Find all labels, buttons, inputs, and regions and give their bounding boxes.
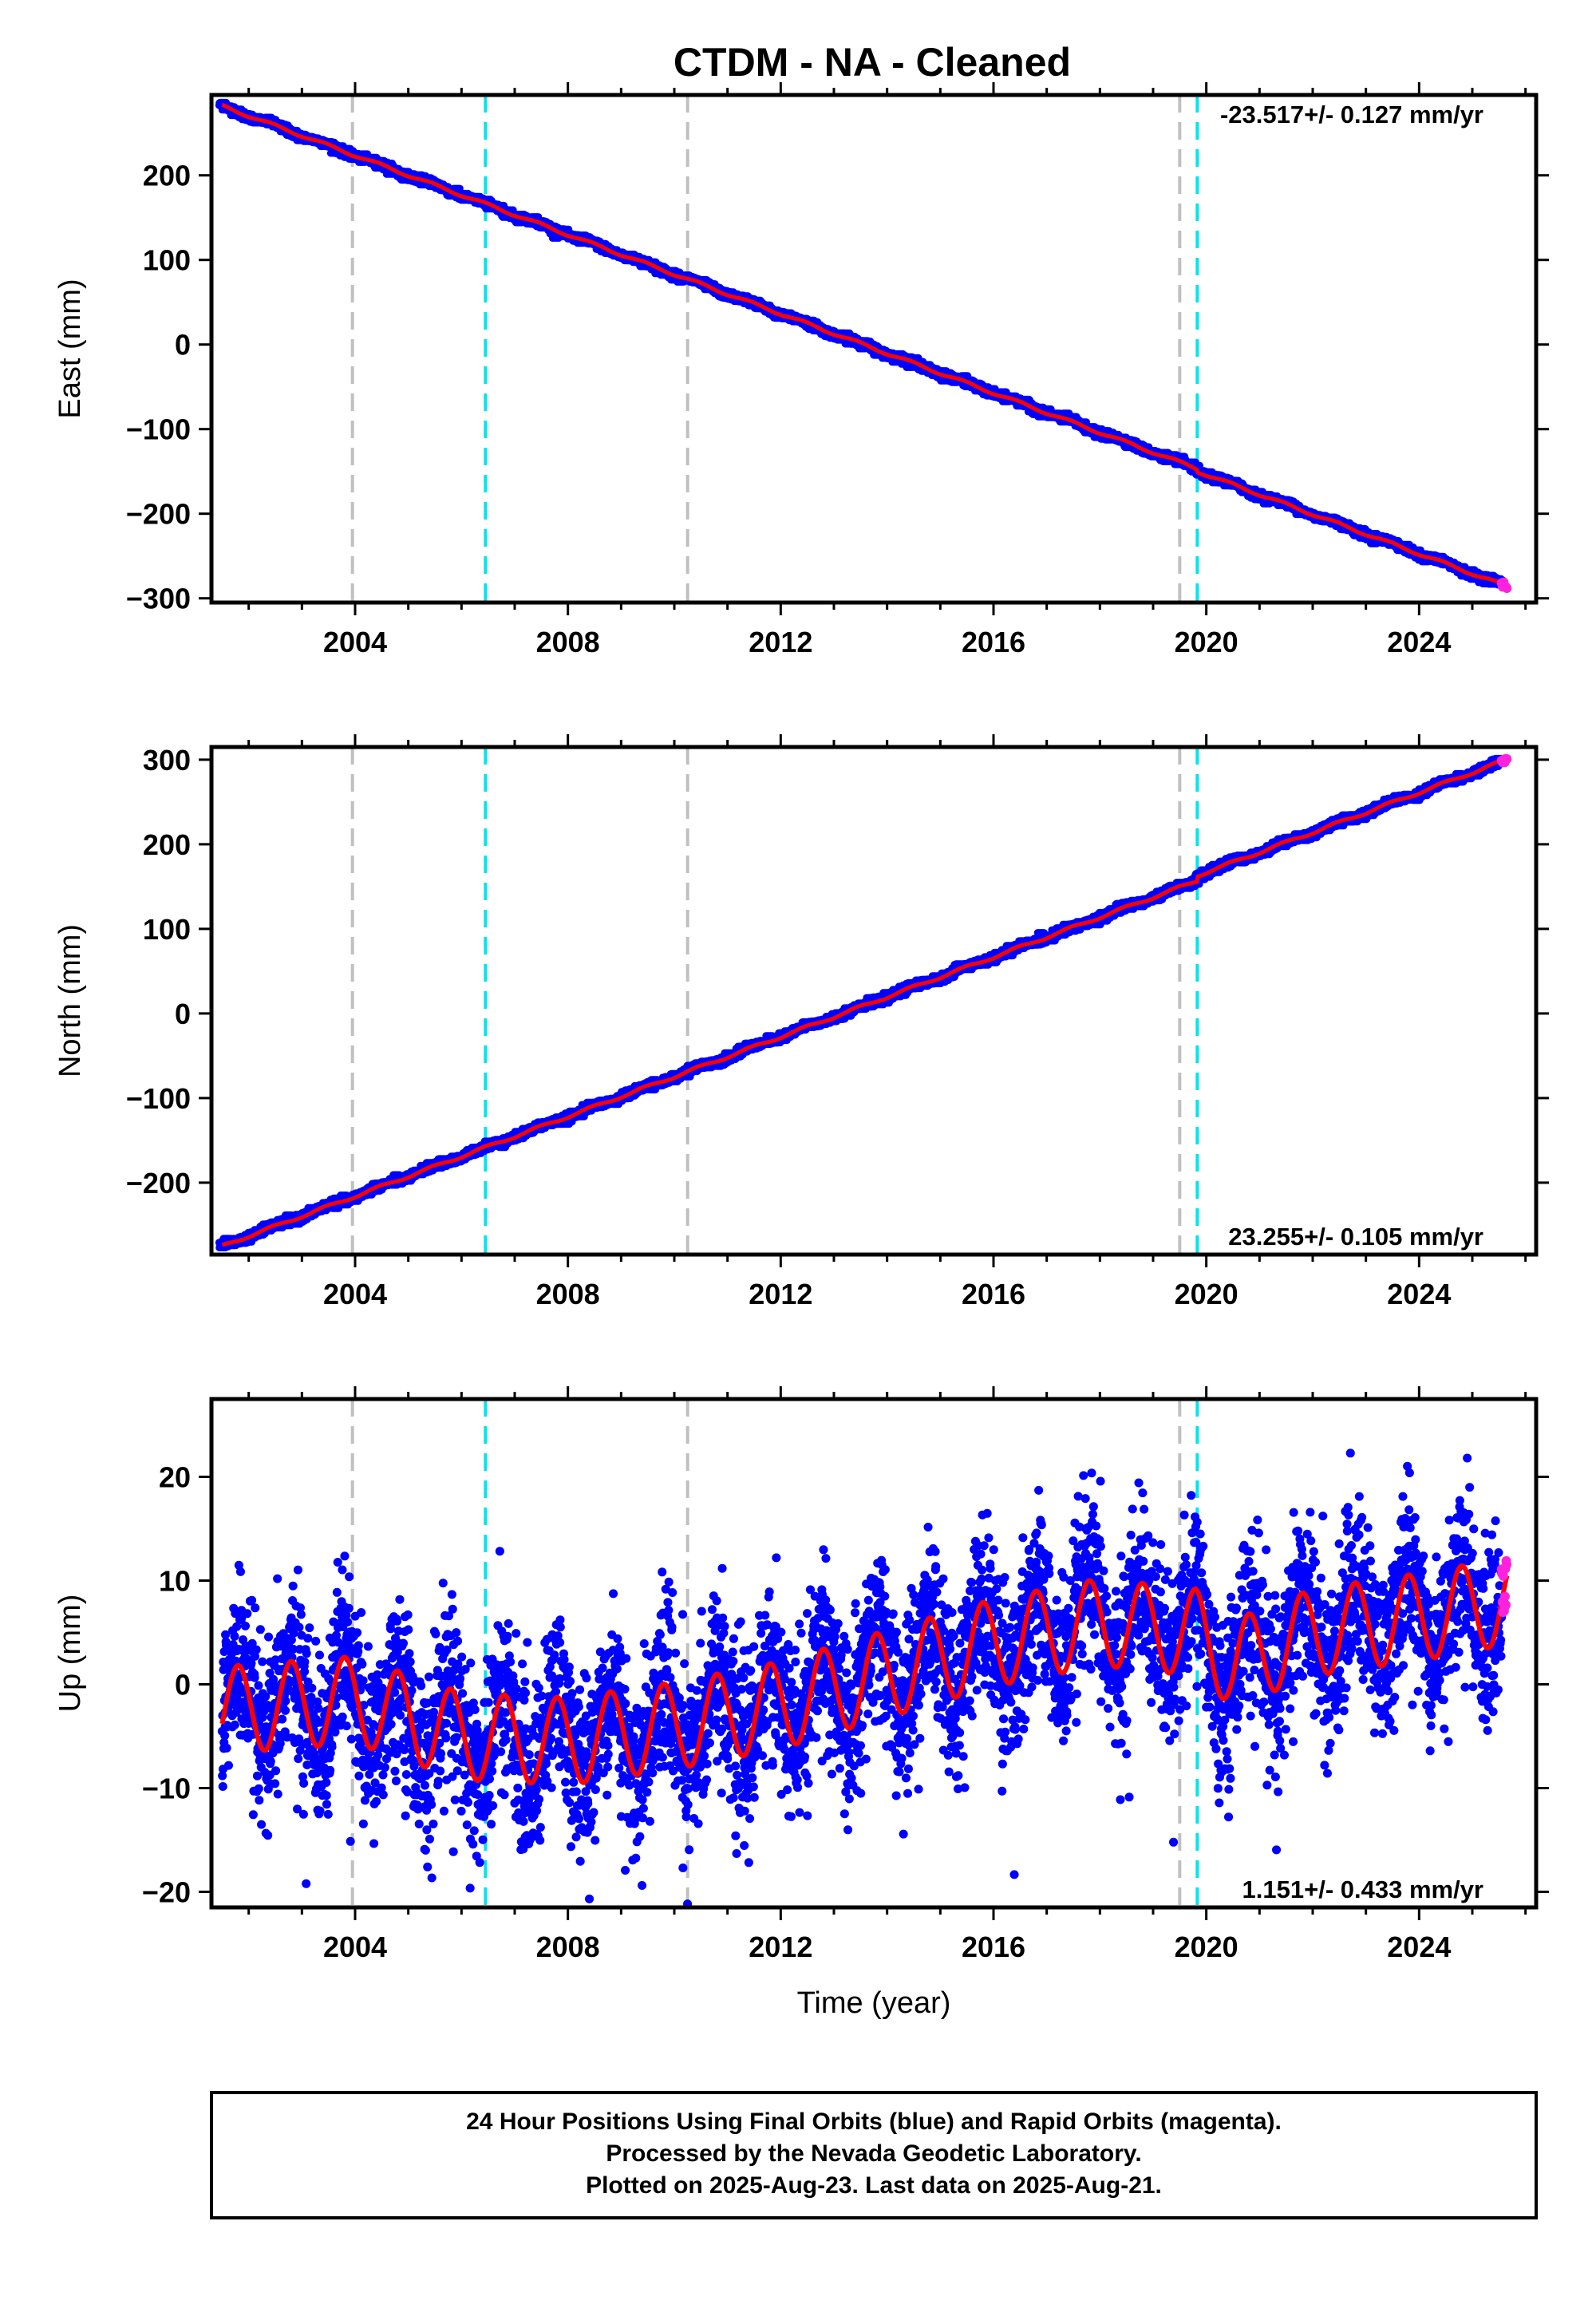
model-fit-line	[221, 102, 1507, 588]
x-tick-label: 2020	[1175, 1278, 1238, 1310]
x-axis-label: Time (year)	[797, 1986, 951, 2020]
axes-frame	[209, 745, 1539, 1257]
x-tick-label: 2016	[962, 626, 1025, 658]
y-tick-label: 0	[175, 329, 191, 362]
x-tick-label: 2020	[1175, 626, 1238, 658]
rapid-orbit-point	[1499, 1591, 1510, 1602]
axes-frame	[209, 93, 1539, 605]
x-tick-label: 2008	[536, 1931, 600, 1963]
x-tick-label: 2012	[749, 1931, 812, 1963]
panel-north: 300 200 100 0 −100 −200 2004 2008 2012 2016 2020 20…	[53, 734, 1549, 1310]
y-axis-label: Up (mm)	[53, 1595, 87, 1713]
data-points-north	[215, 753, 1512, 1251]
x-tick-label: 2024	[1387, 1278, 1451, 1310]
data-points-up	[217, 1449, 1512, 1907]
y-tick-label: 20	[159, 1461, 191, 1494]
footer-box: 24 Hour Positions Using Final Orbits (bl…	[210, 2091, 1538, 2219]
x-tick-label: 2012	[749, 1278, 812, 1310]
y-tick-label: 100	[143, 244, 191, 277]
x-tick-label: 2008	[536, 1278, 600, 1310]
footer-line-2: Processed by the Nevada Geodetic Laborat…	[606, 2140, 1141, 2167]
y-tick-label: 0	[175, 1669, 191, 1701]
rate-label: 1.151+/- 0.433 mm/yr	[1242, 1875, 1483, 1903]
y-tick-label: 200	[143, 828, 191, 861]
y-axis-label: East (mm)	[53, 279, 87, 418]
x-tick-label: 2004	[323, 626, 387, 658]
x-tick-label: 2024	[1387, 626, 1451, 658]
footer-frame	[210, 2091, 1538, 2219]
axes-frame	[209, 1397, 1539, 1910]
x-tick-label: 2020	[1175, 1931, 1238, 1963]
rapid-orbit-point	[1502, 1559, 1512, 1570]
rapid-orbit-point	[1501, 1599, 1511, 1610]
chart-title: CTDM - NA - Cleaned	[674, 40, 1071, 85]
x-tick-label: 2004	[323, 1931, 387, 1963]
x-tick-label: 2016	[962, 1931, 1025, 1963]
footer-line-1: 24 Hour Positions Using Final Orbits (bl…	[466, 2109, 1282, 2135]
y-tick-label: 200	[143, 160, 191, 192]
y-tick-label: −20	[142, 1876, 191, 1909]
x-tick-label: 2008	[536, 626, 600, 658]
model-fit-line	[221, 757, 1507, 1247]
y-tick-label: −200	[126, 498, 191, 531]
rate-label: 23.255+/- 0.105 mm/yr	[1228, 1223, 1483, 1251]
y-tick-label: −300	[126, 583, 191, 615]
x-tick-label: 2004	[323, 1278, 387, 1310]
y-tick-label: −10	[142, 1773, 191, 1805]
y-tick-label: −200	[126, 1167, 191, 1200]
rapid-orbit-point	[1502, 753, 1512, 764]
data-points-east	[215, 98, 1512, 594]
y-tick-label: −100	[126, 413, 191, 446]
x-tick-label: 2024	[1387, 1931, 1451, 1963]
y-tick-label: −100	[126, 1082, 191, 1115]
y-tick-label: 300	[143, 744, 191, 777]
x-tick-label: 2012	[749, 626, 812, 658]
y-tick-label: 10	[159, 1565, 191, 1598]
rapid-orbit-point	[1498, 1571, 1508, 1581]
panel-up: 20 10 0 −10 −20 2004 2008 2012 2016 2020 2024 Up (m…	[53, 1386, 1549, 2020]
rapid-orbit-point	[1502, 583, 1512, 594]
y-axis-label: North (mm)	[53, 924, 87, 1077]
footer-line-3: Plotted on 2025-Aug-23. Last data on 202…	[586, 2172, 1162, 2199]
panel-east: 200 100 0 −100 −200 −300 2004 2008 2012 2016 2020 2…	[53, 82, 1549, 658]
model-fit-line	[219, 1563, 1510, 1786]
y-tick-label: 100	[143, 913, 191, 946]
x-tick-label: 2016	[962, 1278, 1025, 1310]
y-tick-label: 0	[175, 998, 191, 1030]
rate-label: -23.517+/- 0.127 mm/yr	[1220, 101, 1483, 128]
